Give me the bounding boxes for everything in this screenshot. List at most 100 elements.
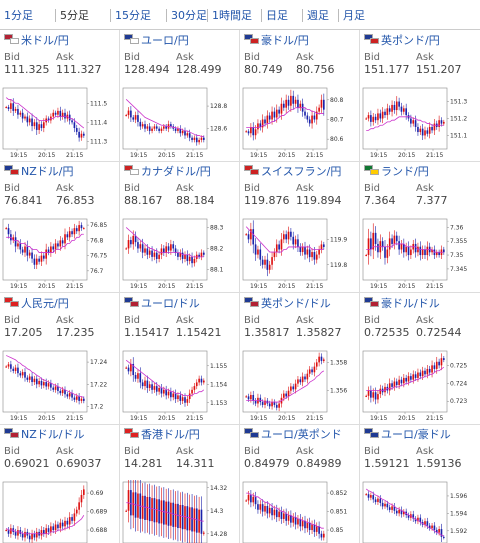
candle-body bbox=[184, 506, 186, 530]
candle-body bbox=[14, 367, 17, 371]
candle-body bbox=[83, 133, 85, 136]
ask-value: 1.15421 bbox=[176, 326, 222, 339]
pair-title-link[interactable]: NZドル/ドル bbox=[4, 427, 84, 443]
price-chart[interactable]: 88.3 88.2 88.1 19:15 20:15 21:15 bbox=[121, 217, 239, 291]
candle-body bbox=[261, 259, 264, 265]
candle-body bbox=[50, 246, 52, 253]
y-tick-label: 88.3 bbox=[210, 224, 224, 231]
pair-title-link[interactable]: 米ドル/円 bbox=[4, 33, 69, 49]
y-tick-label: 0.723 bbox=[450, 398, 467, 405]
candle-body bbox=[130, 490, 132, 516]
pair-title-link[interactable]: ランド/円 bbox=[364, 164, 429, 180]
price-chart[interactable]: 17.24 17.22 17.2 19:15 20:15 21:15 bbox=[1, 349, 119, 423]
candle-body bbox=[73, 228, 76, 235]
candle-body bbox=[311, 369, 313, 373]
y-tick-label: 88.2 bbox=[210, 245, 224, 252]
tab-2[interactable]: 15分足 bbox=[115, 9, 151, 22]
price-chart[interactable]: 76.85 76.8 76.75 76.7 19:15 20:15 21:15 bbox=[1, 217, 119, 291]
candle-body bbox=[304, 520, 306, 529]
tab-4[interactable]: 1時間足 bbox=[212, 9, 252, 22]
candle-body bbox=[130, 363, 132, 372]
candle-body bbox=[155, 499, 158, 523]
tab-5[interactable]: 日足 bbox=[266, 9, 288, 22]
candle-body bbox=[247, 494, 250, 501]
candle-body bbox=[59, 240, 62, 247]
candle-body bbox=[174, 393, 177, 400]
pair-title-link[interactable]: ユーロ/ドル bbox=[124, 296, 200, 312]
pair-title-link[interactable]: NZドル/円 bbox=[4, 164, 73, 180]
y-tick-label: 17.2 bbox=[90, 403, 104, 410]
price-chart[interactable]: 7.36 7.355 7.35 7.345 19:15 20:15 21:15 bbox=[361, 217, 479, 291]
price-chart[interactable]: 1.358 1.356 19:15 20:15 21:15 bbox=[241, 349, 359, 423]
pair-title-link[interactable]: ユーロ/円 bbox=[124, 33, 189, 49]
candle-body bbox=[278, 511, 280, 518]
candle-body bbox=[440, 120, 443, 124]
candle-body bbox=[323, 244, 325, 247]
candle-body bbox=[400, 379, 403, 384]
candle-body bbox=[57, 524, 59, 529]
pair-title-link[interactable]: ユーロ/豪ドル bbox=[364, 427, 451, 443]
pair-title-link[interactable]: 豪ドル/ドル bbox=[364, 296, 440, 312]
pair-title-link[interactable]: 豪ドル/円 bbox=[244, 33, 309, 49]
y-tick-label: 1.356 bbox=[330, 388, 347, 395]
candle-body bbox=[195, 508, 198, 533]
tab-7[interactable]: 月足 bbox=[343, 9, 365, 22]
candle-body bbox=[320, 244, 323, 250]
candle-body bbox=[384, 503, 386, 507]
candle-body bbox=[188, 393, 191, 400]
pair-title-link[interactable]: 香港ドル/円 bbox=[124, 427, 200, 443]
price-chart[interactable]: 111.5 111.4 111.3 19:15 20:15 21:15 bbox=[1, 86, 119, 160]
pair-title-link[interactable]: カナダドル/円 bbox=[124, 164, 211, 180]
candle-body bbox=[66, 234, 69, 238]
tab-1[interactable]: 5分足 bbox=[60, 9, 89, 22]
price-chart[interactable]: 119.9 119.8 19:15 20:15 21:15 bbox=[241, 217, 359, 291]
pair-title-link[interactable]: 英ポンド/円 bbox=[364, 33, 440, 49]
candle-body bbox=[398, 241, 400, 250]
pair-title-link[interactable]: ユーロ/英ポンド bbox=[244, 427, 342, 443]
price-chart[interactable]: 151.3 151.2 151.1 19:15 20:15 21:15 bbox=[361, 86, 479, 160]
candle-body bbox=[301, 520, 304, 527]
candle-body bbox=[292, 386, 295, 390]
candle-body bbox=[440, 529, 443, 537]
candle-body bbox=[365, 494, 367, 496]
price-chart[interactable]: 1.155 1.154 1.153 19:15 20:15 21:15 bbox=[121, 349, 239, 423]
pair-name: NZドル/円 bbox=[21, 165, 74, 178]
candle-body bbox=[410, 376, 412, 380]
candle-body bbox=[80, 225, 83, 229]
candle-body bbox=[395, 381, 398, 386]
candle-body bbox=[28, 376, 31, 380]
pair-title-link[interactable]: スイスフラン/円 bbox=[244, 164, 341, 180]
candle-body bbox=[54, 524, 57, 531]
candle-body bbox=[424, 521, 426, 525]
candle-body bbox=[287, 99, 290, 106]
bid-label: Bid bbox=[124, 446, 140, 457]
candle-body bbox=[31, 252, 33, 259]
price-chart[interactable]: 128.8 128.6 19:15 20:15 21:15 bbox=[121, 86, 239, 160]
candle-body bbox=[165, 126, 167, 129]
candle-body bbox=[379, 498, 382, 503]
pair-title-link[interactable]: 人民元/円 bbox=[4, 296, 69, 312]
candle-body bbox=[158, 387, 160, 392]
candle-body bbox=[47, 383, 50, 387]
flag-icon bbox=[250, 301, 259, 307]
price-chart[interactable]: 0.725 0.724 0.723 19:15 20:15 21:15 bbox=[361, 349, 479, 423]
tab-3[interactable]: 30分足 bbox=[171, 9, 207, 22]
tab-6[interactable]: 週足 bbox=[307, 9, 329, 22]
candle-body bbox=[195, 137, 198, 143]
pair-title-link[interactable]: 英ポンド/ドル bbox=[244, 296, 331, 312]
price-chart[interactable]: 80.8 80.7 80.6 19:15 20:15 21:15 bbox=[241, 86, 359, 160]
ask-value: 76.853 bbox=[56, 194, 95, 207]
plot-area bbox=[362, 350, 448, 413]
x-tick-label: 21:15 bbox=[306, 283, 323, 290]
currency-flags-icon bbox=[364, 165, 380, 176]
pair-panel: 人民元/円 Bid Ask 17.205 17.235 17.24 17.22 17.2 19:… bbox=[0, 293, 120, 425]
candle-body bbox=[391, 104, 393, 112]
candle-body bbox=[163, 389, 165, 394]
tab-0[interactable]: 1分足 bbox=[4, 9, 33, 22]
candle-body bbox=[424, 370, 426, 375]
tab-separator bbox=[166, 9, 167, 22]
